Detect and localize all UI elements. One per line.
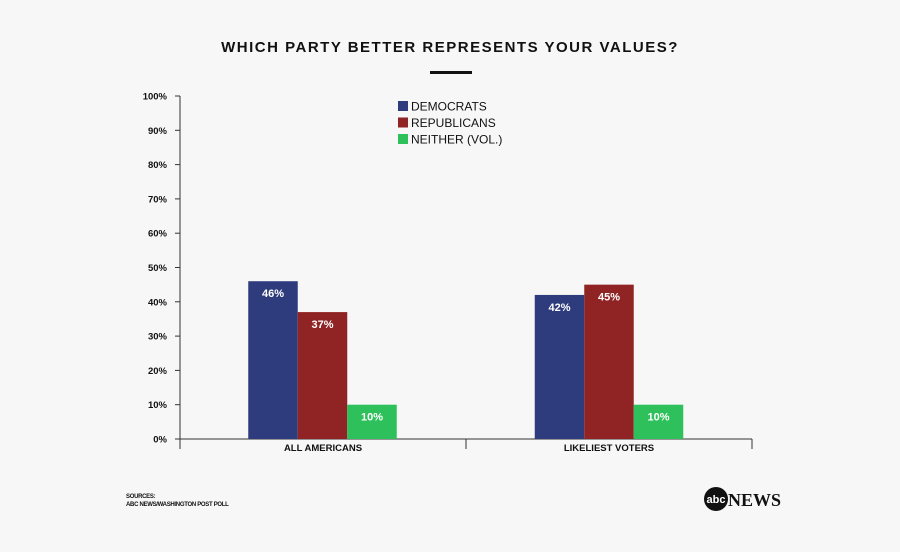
- sources-label: SOURCES:: [126, 494, 156, 500]
- svg-text:NEWS: NEWS: [728, 490, 781, 510]
- data-label: 10%: [647, 412, 669, 424]
- y-tick-label: 50%: [148, 263, 168, 274]
- abc-news-logo: abc NEWS: [704, 487, 781, 511]
- data-label: 37%: [311, 319, 333, 331]
- y-tick-label: 90%: [148, 126, 168, 137]
- x-category-label: LIKELIEST VOTERS: [564, 443, 654, 454]
- chart-title: WHICH PARTY BETTER REPRESENTS YOUR VALUE…: [221, 39, 679, 56]
- y-tick-label: 80%: [148, 160, 168, 171]
- bar-neither-vol: [633, 404, 684, 439]
- bar-democrats: [248, 281, 298, 439]
- legend-swatch: [398, 101, 408, 111]
- data-label: 46%: [262, 288, 284, 300]
- legend-label: NEITHER (VOL.): [411, 133, 502, 147]
- data-label: 45%: [598, 292, 620, 304]
- y-tick-label: 30%: [148, 332, 168, 343]
- y-tick-label: 70%: [148, 194, 168, 205]
- y-tick-label: 100%: [143, 92, 168, 103]
- legend-label: DEMOCRATS: [411, 100, 487, 114]
- title-underline: [430, 71, 472, 74]
- legend-swatch: [398, 117, 408, 128]
- y-tick-label: 40%: [148, 297, 168, 308]
- bar-republicans: [584, 284, 634, 439]
- x-category-label: ALL AMERICANS: [284, 443, 362, 454]
- y-tick-label: 0%: [153, 435, 167, 446]
- y-tick-label: 20%: [148, 366, 168, 377]
- y-tick-label: 60%: [148, 229, 168, 240]
- legend-label: REPUBLICANS: [411, 116, 496, 130]
- data-label: 10%: [361, 412, 383, 424]
- sources-text: ABC NEWS/WASHINGTON POST POLL: [126, 502, 229, 508]
- svg-text:abc: abc: [707, 494, 726, 506]
- data-label: 42%: [548, 302, 570, 314]
- bar-democrats: [534, 294, 585, 439]
- legend-swatch: [398, 134, 408, 144]
- bar-neither-vol: [347, 404, 397, 439]
- bar-republicans: [297, 312, 348, 439]
- y-tick-label: 10%: [148, 400, 168, 411]
